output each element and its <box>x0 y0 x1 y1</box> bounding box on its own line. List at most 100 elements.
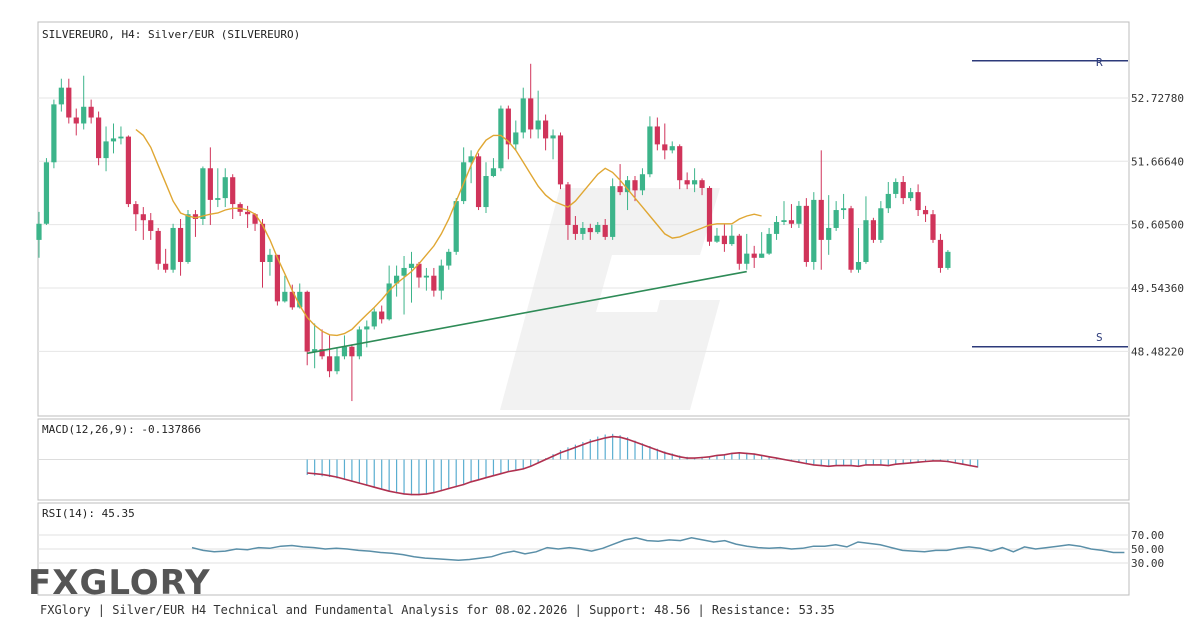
candle <box>394 265 400 297</box>
price-tick-label: 50.60500 <box>1131 219 1184 232</box>
rsi-title: RSI(14): 45.35 <box>42 507 135 520</box>
candle <box>535 90 541 139</box>
candle <box>528 63 534 139</box>
main-chart-title: SILVEREURO, H4: Silver/EUR (SILVEREURO) <box>42 28 300 41</box>
candle <box>565 181 571 240</box>
candle <box>259 219 266 288</box>
candle <box>103 126 109 172</box>
macd-layer <box>38 433 1129 496</box>
candle <box>662 123 668 160</box>
candle <box>36 211 42 258</box>
candle <box>58 78 64 112</box>
candle <box>125 135 131 208</box>
candle <box>699 178 705 196</box>
candle <box>654 117 660 151</box>
candle <box>163 248 169 273</box>
candle <box>453 198 459 255</box>
candle <box>170 223 176 273</box>
price-tick-label: 49.54360 <box>1131 282 1184 295</box>
candle <box>505 105 511 160</box>
candle <box>751 245 757 268</box>
candle <box>349 344 355 402</box>
candle <box>930 210 936 243</box>
trend-layer <box>307 270 747 355</box>
candle <box>684 172 690 190</box>
candle <box>230 174 236 219</box>
candle <box>371 308 377 330</box>
candle <box>498 105 504 172</box>
candle <box>922 205 929 222</box>
candle <box>885 181 891 214</box>
candle <box>796 201 802 228</box>
candle <box>557 132 564 190</box>
candle <box>73 108 79 136</box>
price-tick-label: 52.72780 <box>1131 92 1184 105</box>
candle <box>766 227 772 255</box>
candle <box>878 201 884 243</box>
candle <box>88 99 94 124</box>
candle <box>773 216 780 240</box>
candle <box>543 114 549 151</box>
candle <box>945 250 951 270</box>
grid-layer <box>38 97 1129 352</box>
candle <box>624 176 631 211</box>
candle <box>759 232 765 258</box>
candle <box>379 305 385 324</box>
candle <box>580 221 586 240</box>
candle <box>863 196 869 264</box>
candle <box>692 168 698 193</box>
price-axis: 52.72780 51.66640 50.60500 49.54360 48.48220 <box>1131 92 1184 358</box>
candle <box>408 251 415 303</box>
candle-layer <box>36 63 951 402</box>
rsi-tick-label: 70.00 <box>1131 529 1164 542</box>
candle <box>908 187 914 202</box>
candle <box>729 224 735 246</box>
rsi-tick-label: 30.00 <box>1131 557 1164 570</box>
candle <box>118 126 124 145</box>
candle <box>81 75 87 130</box>
candle <box>632 176 638 202</box>
candle <box>855 227 862 273</box>
candle <box>781 201 787 225</box>
candle <box>200 166 206 225</box>
candle <box>401 256 407 315</box>
candle <box>207 147 213 225</box>
support-trendline <box>307 270 747 355</box>
candle <box>520 87 526 139</box>
candle <box>140 207 146 240</box>
candle <box>595 221 601 234</box>
moving-average-line <box>135 128 762 337</box>
candle <box>706 186 713 246</box>
candle <box>550 129 556 160</box>
candle <box>714 227 720 243</box>
candle <box>900 176 906 205</box>
macd-signal-line <box>307 435 978 496</box>
candle <box>721 223 727 252</box>
candle <box>215 168 221 208</box>
rsi-tick-label: 50.00 <box>1131 543 1164 556</box>
candle <box>312 323 318 369</box>
footer-caption: FXGlory | Silver/EUR H4 Technical and Fu… <box>40 603 835 617</box>
candle <box>893 178 899 199</box>
candle <box>66 78 72 124</box>
candle <box>647 116 653 178</box>
candle <box>677 144 683 190</box>
price-tick-label: 48.48220 <box>1131 345 1184 358</box>
candle <box>267 248 273 276</box>
candle <box>475 153 482 211</box>
candle <box>326 335 333 378</box>
candle <box>96 111 102 166</box>
candle <box>490 158 497 178</box>
candle <box>937 233 944 273</box>
candle <box>446 248 452 270</box>
candle <box>274 254 280 306</box>
candle <box>610 178 616 240</box>
candle <box>803 198 809 267</box>
candle <box>252 213 258 231</box>
support-label: S <box>1096 331 1103 344</box>
resistance-label: R <box>1096 56 1103 69</box>
candle <box>192 210 199 237</box>
candle <box>572 216 578 240</box>
candle <box>177 219 184 276</box>
candle <box>483 162 489 214</box>
